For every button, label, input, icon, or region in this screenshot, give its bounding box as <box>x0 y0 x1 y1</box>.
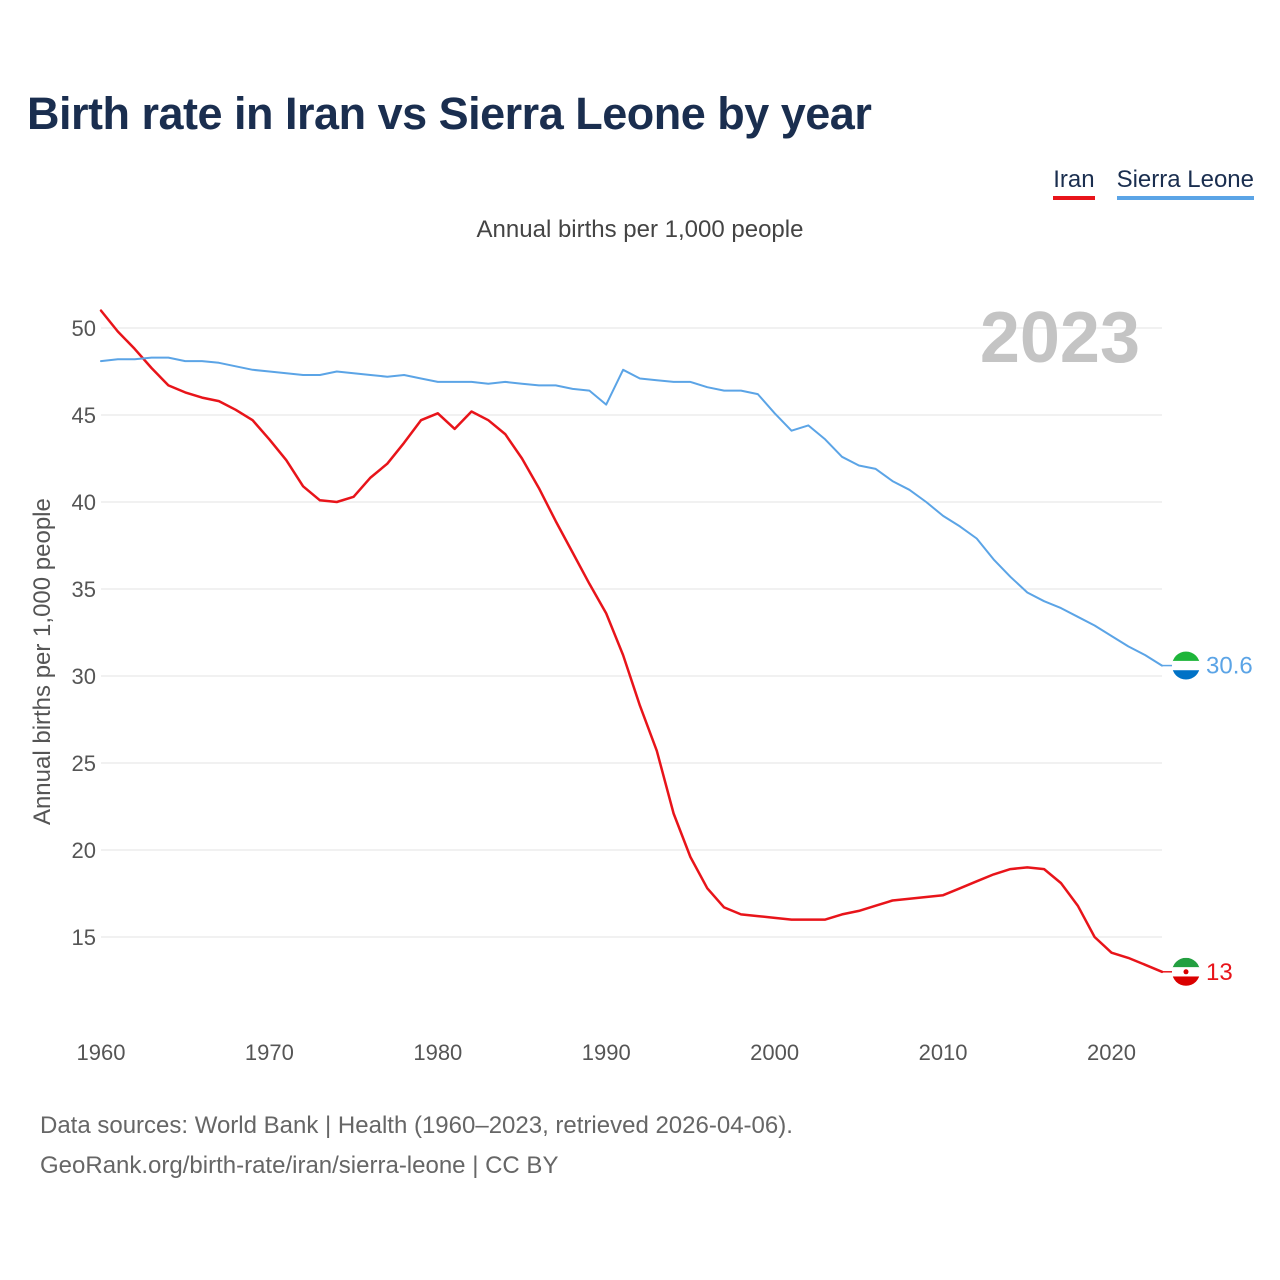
iran-flag-icon <box>1172 957 1200 986</box>
series-line-sierra-leone <box>100 356 1163 667</box>
end-value-label: 30.6 <box>1206 653 1253 680</box>
series-line-iran <box>99 309 1164 974</box>
y-tick-label: 40 <box>72 490 96 515</box>
x-tick-label: 2000 <box>750 1040 799 1065</box>
y-tick-label: 20 <box>72 838 96 863</box>
y-tick-label: 35 <box>72 577 96 602</box>
x-tick-label: 1980 <box>413 1040 462 1065</box>
y-tick-label: 30 <box>72 664 96 689</box>
credit-link[interactable]: GeoRank.org/birth-rate/iran/sierra-leone… <box>40 1152 559 1179</box>
footer: Data sources: World Bank | Health (1960–… <box>40 1106 793 1186</box>
y-tick-label: 15 <box>72 925 96 950</box>
year-label: 2023 <box>980 298 1140 378</box>
legend-item-sierra-leone[interactable]: Sierra Leone <box>1116 166 1254 200</box>
sierra-leone-flag-icon <box>1172 651 1200 680</box>
chart-title: Birth rate in Iran vs Sierra Leone by ye… <box>27 88 872 139</box>
y-axis-label: Annual births per 1,000 people <box>29 498 56 825</box>
y-tick-label: 45 <box>72 403 96 428</box>
x-tick-label: 2010 <box>919 1040 968 1065</box>
chart-subtitle: Annual births per 1,000 people <box>476 216 804 243</box>
x-tick-label: 1970 <box>245 1040 294 1065</box>
legend-item-iran[interactable]: Iran <box>1053 166 1095 200</box>
x-tick-label: 1990 <box>582 1040 631 1065</box>
y-tick-label: 25 <box>72 751 96 776</box>
x-tick-label: 2020 <box>1087 1040 1136 1065</box>
end-value-label: 13 <box>1206 959 1233 986</box>
legend: Iran Sierra Leone <box>1053 166 1254 200</box>
source-note: Data sources: World Bank | Health (1960–… <box>40 1112 793 1139</box>
x-tick-label: 1960 <box>77 1040 126 1065</box>
y-tick-label: 50 <box>72 316 96 341</box>
